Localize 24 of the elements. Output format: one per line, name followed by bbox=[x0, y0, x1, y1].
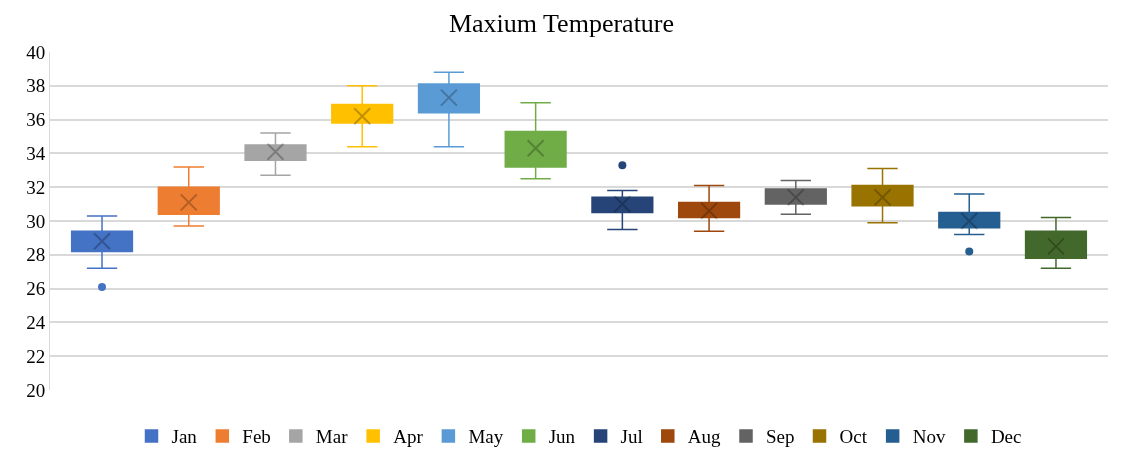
legend-label: Aug bbox=[687, 426, 722, 448]
chart-title: Maxium Temperature bbox=[448, 9, 675, 39]
y-tick-label: 28 bbox=[26, 244, 46, 266]
legend-label: Feb bbox=[242, 426, 271, 448]
y-tick-label: 36 bbox=[26, 109, 46, 131]
legend-label: Mar bbox=[315, 426, 349, 448]
legend-label: Sep bbox=[766, 426, 795, 448]
legend-label: Jun bbox=[548, 426, 576, 448]
legend-label: Oct bbox=[839, 426, 868, 448]
y-tick-label: 22 bbox=[26, 345, 46, 367]
legend-label: Jul bbox=[620, 426, 643, 448]
legend-label: Nov bbox=[912, 426, 946, 448]
y-tick-label: 20 bbox=[26, 379, 46, 401]
y-tick-label: 26 bbox=[26, 278, 46, 300]
legend-label: Apr bbox=[393, 426, 424, 448]
y-tick-label: 32 bbox=[26, 176, 46, 198]
legend-label: Jan bbox=[171, 426, 198, 448]
y-tick-label: 30 bbox=[26, 210, 46, 232]
y-tick-label: 40 bbox=[26, 41, 46, 63]
legend-label: Dec bbox=[990, 426, 1022, 448]
y-tick-label: 24 bbox=[26, 312, 46, 334]
y-tick-label: 38 bbox=[26, 75, 46, 97]
legend-label: May bbox=[468, 426, 504, 448]
y-tick-label: 34 bbox=[26, 143, 46, 165]
